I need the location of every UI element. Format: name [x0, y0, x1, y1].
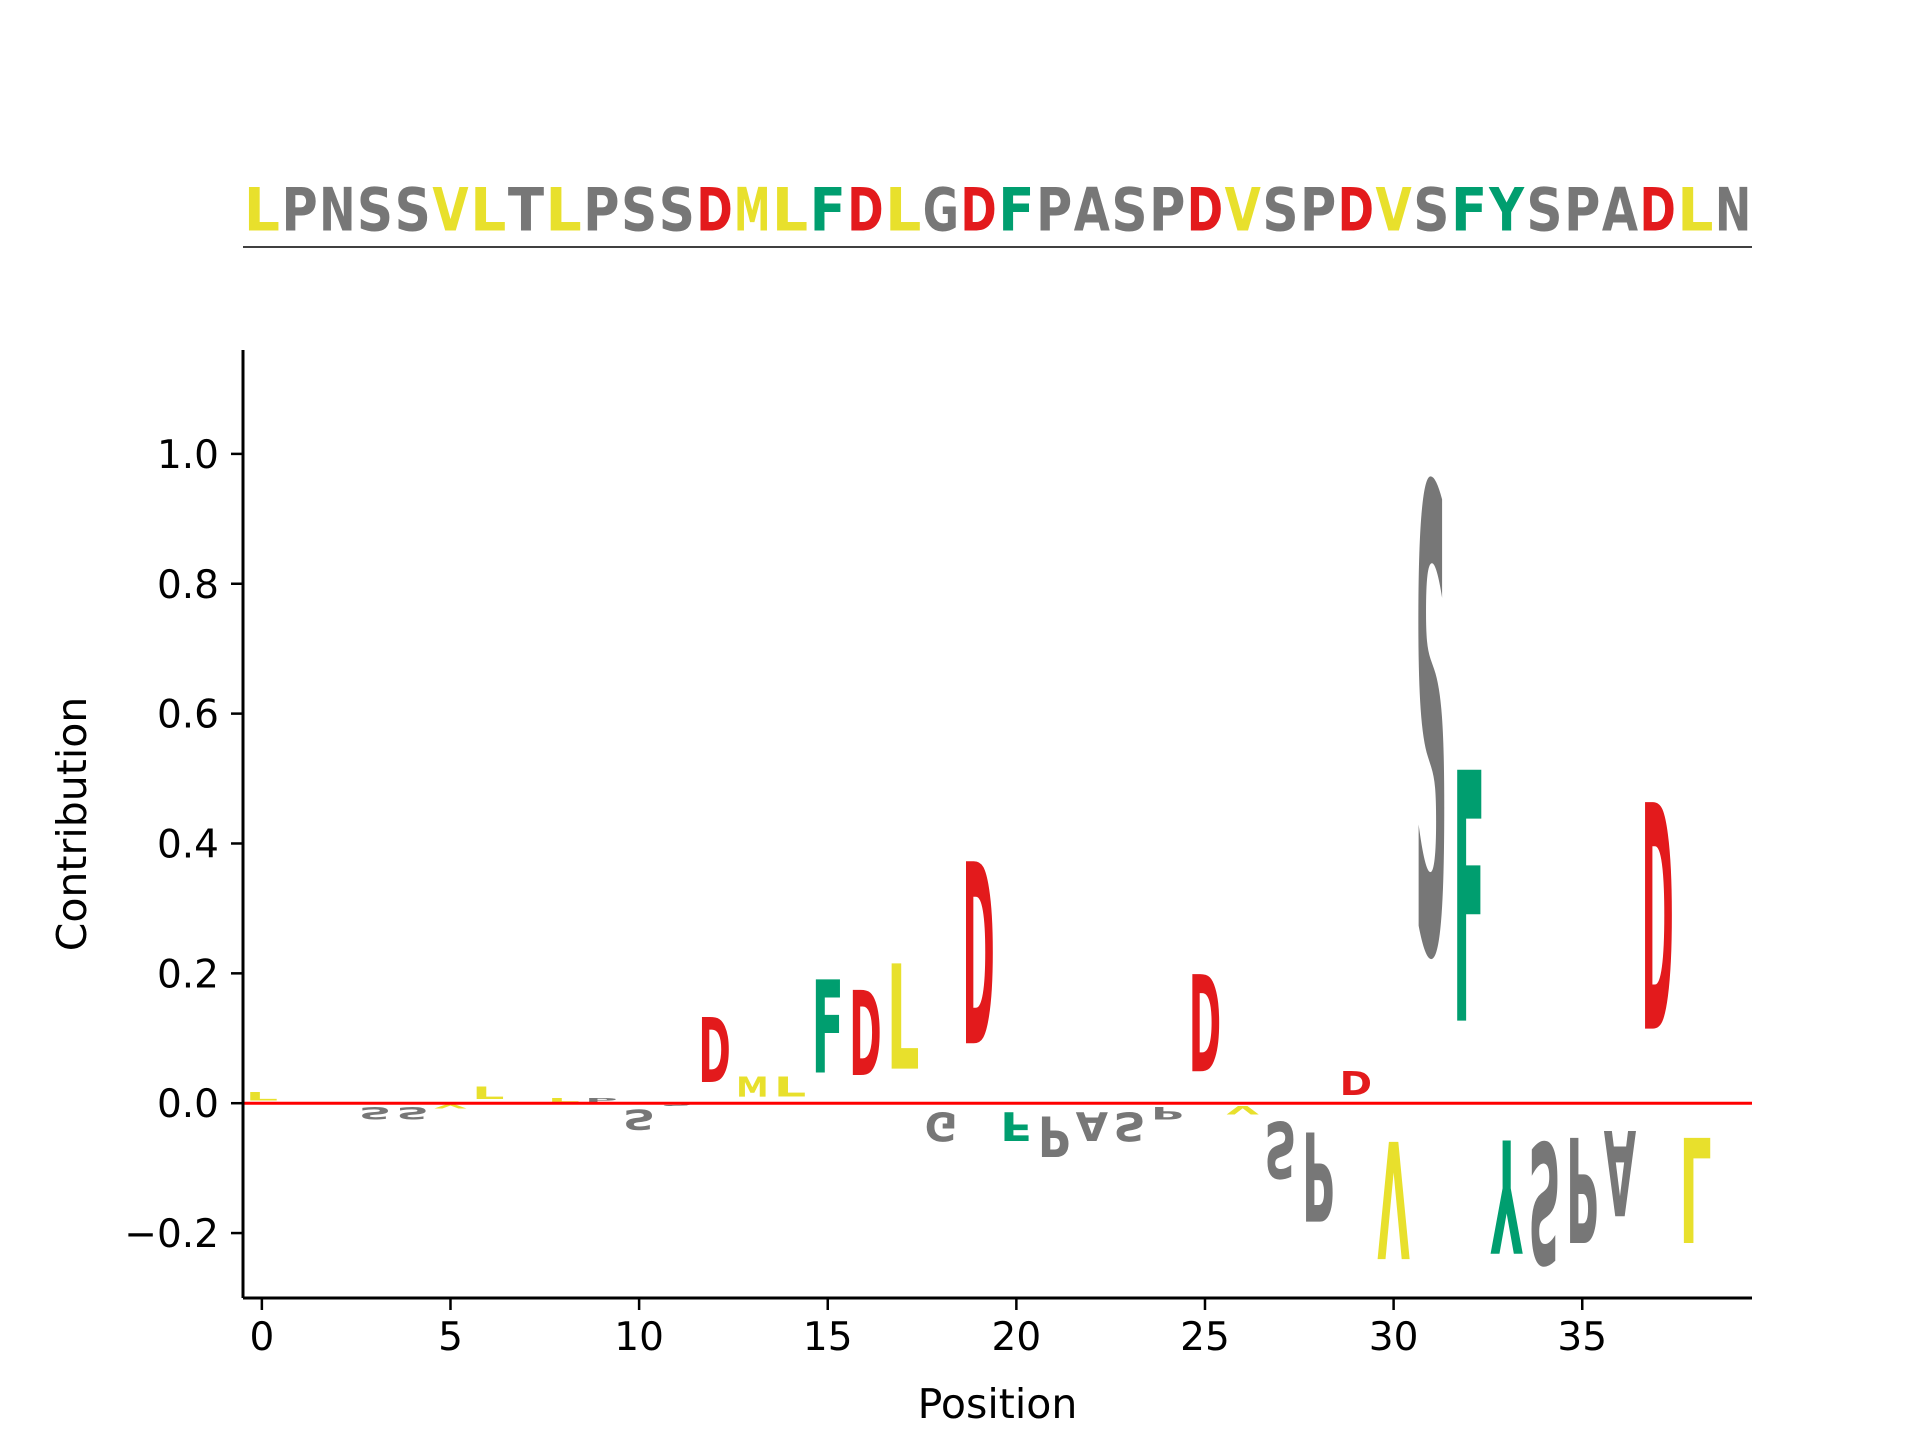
y-tick-label: 0.2 — [157, 952, 219, 997]
sequence-letter: L — [244, 175, 280, 245]
logo-letter: S — [1528, 1104, 1560, 1298]
sequence-letter: S — [395, 177, 431, 246]
logo-letter: D — [698, 1000, 730, 1104]
x-tick-label: 5 — [438, 1315, 463, 1360]
logo-letter: D — [962, 813, 994, 1104]
logo-letter: L — [472, 1084, 504, 1103]
x-tick-label: 15 — [803, 1315, 853, 1360]
x-ticks: 0 5 10 15 20 25 30 35 — [249, 1298, 1607, 1360]
logo-letter: V — [1226, 1103, 1259, 1116]
sequence-letter: L — [772, 175, 808, 245]
logo-letter: S — [1113, 1103, 1145, 1148]
logo-letter: P — [585, 1097, 617, 1103]
logo-letter: L — [1679, 1103, 1711, 1271]
logo-letter: S — [623, 1103, 655, 1136]
sequence-letter: P — [583, 175, 619, 245]
sequence-letter: P — [1300, 175, 1336, 245]
logo-letter: G — [925, 1103, 957, 1148]
logo-letter: Y — [1490, 1104, 1523, 1285]
logo-letter: V — [434, 1103, 466, 1109]
logo-letter: P — [1151, 1103, 1183, 1122]
logo-letter: S — [359, 1103, 391, 1123]
sequence-letter: S — [357, 177, 393, 246]
sequence-letter: P — [1564, 175, 1600, 245]
sequence-letter: P — [1149, 175, 1185, 245]
sequence-letter: D — [1338, 176, 1374, 246]
sequence-letter: L — [1677, 175, 1713, 245]
sequence-letter: V — [1225, 175, 1262, 245]
logo-letter: L — [547, 1097, 579, 1104]
sequence-letter: L — [546, 175, 582, 245]
logo-letter: L — [887, 935, 919, 1103]
sequence-letter: N — [1715, 177, 1751, 246]
sequence-letter: S — [621, 177, 657, 246]
x-tick-label: 10 — [614, 1315, 664, 1360]
sequence-letter: S — [659, 177, 695, 246]
logo-letter: M — [736, 1072, 768, 1104]
sequence-letter: S — [1111, 177, 1147, 246]
x-tick-label: 20 — [992, 1315, 1042, 1360]
logo-letter: S — [1415, 358, 1447, 1101]
y-tick-label: 0.8 — [157, 563, 219, 608]
logo-letter: A — [1604, 1103, 1637, 1239]
logo-letter: D — [849, 968, 881, 1103]
logo-letter: L — [246, 1090, 278, 1103]
logo-letter: A — [1076, 1103, 1109, 1149]
logo-letter: S — [1264, 1104, 1296, 1195]
y-tick-label: −0.2 — [124, 1212, 219, 1257]
sequence-letter: F — [810, 177, 846, 246]
sequence-letter: L — [885, 175, 921, 245]
sequence-letter: P — [1036, 175, 1072, 245]
y-tick-label: 0.4 — [157, 822, 219, 867]
sequence-letter: D — [1187, 176, 1223, 246]
sequence-letter: D — [961, 176, 997, 246]
logo-letter: F — [1453, 701, 1485, 1102]
sequence-letter: G — [923, 176, 959, 245]
sequence-letter: V — [1376, 175, 1413, 245]
sequence-letter: S — [1526, 177, 1562, 246]
x-tick-label: 0 — [249, 1315, 274, 1360]
sequence-letter: D — [1640, 176, 1676, 246]
sequence-letter: P — [281, 175, 317, 245]
x-tick-label: 30 — [1369, 1315, 1419, 1360]
logo-letter: D — [1189, 949, 1221, 1104]
sequence-letter: S — [1262, 177, 1298, 246]
logo-letter: P — [1566, 1103, 1598, 1271]
logo-letter: L — [774, 1071, 806, 1103]
sequence-letter: N — [319, 177, 355, 246]
logo-letter: F — [1000, 1103, 1032, 1148]
y-tick-label: 0.6 — [157, 693, 219, 738]
y-tick-label: 1.0 — [157, 433, 219, 478]
x-tick-label: 35 — [1557, 1315, 1607, 1360]
x-axis-title: Position — [918, 1380, 1078, 1428]
logo-letter: F — [812, 955, 844, 1103]
logo-letter: V — [1377, 1104, 1409, 1291]
sequence-letter: D — [847, 176, 883, 246]
y-tick-label: 0.0 — [157, 1082, 219, 1127]
logo-letter: D — [1340, 1064, 1372, 1103]
sequence-letter: A — [1074, 175, 1111, 245]
y-axis-title: Contribution — [48, 697, 96, 952]
sequence-letter: Y — [1488, 176, 1524, 245]
sequence-letter: M — [734, 175, 770, 245]
y-ticks: −0.2 0.0 0.2 0.4 0.6 0.8 1.0 — [124, 433, 243, 1257]
logo-letter: D — [1641, 741, 1673, 1103]
sequence-letter: L — [470, 175, 506, 245]
sequence-letter: F — [1451, 177, 1487, 246]
sequence-letter: D — [696, 176, 732, 246]
logo-letter: P — [1302, 1103, 1334, 1245]
sequence-letter: S — [1413, 177, 1449, 246]
sequence-letter: T — [508, 177, 545, 246]
sequence-letter: F — [998, 177, 1034, 246]
logo-letter: P — [1038, 1103, 1070, 1168]
logo-letter: S — [397, 1103, 429, 1123]
logo-letter: S — [661, 1103, 693, 1106]
x-tick-label: 25 — [1180, 1315, 1230, 1360]
sequence-letter: V — [432, 175, 469, 245]
sequence-letter: A — [1602, 175, 1639, 245]
